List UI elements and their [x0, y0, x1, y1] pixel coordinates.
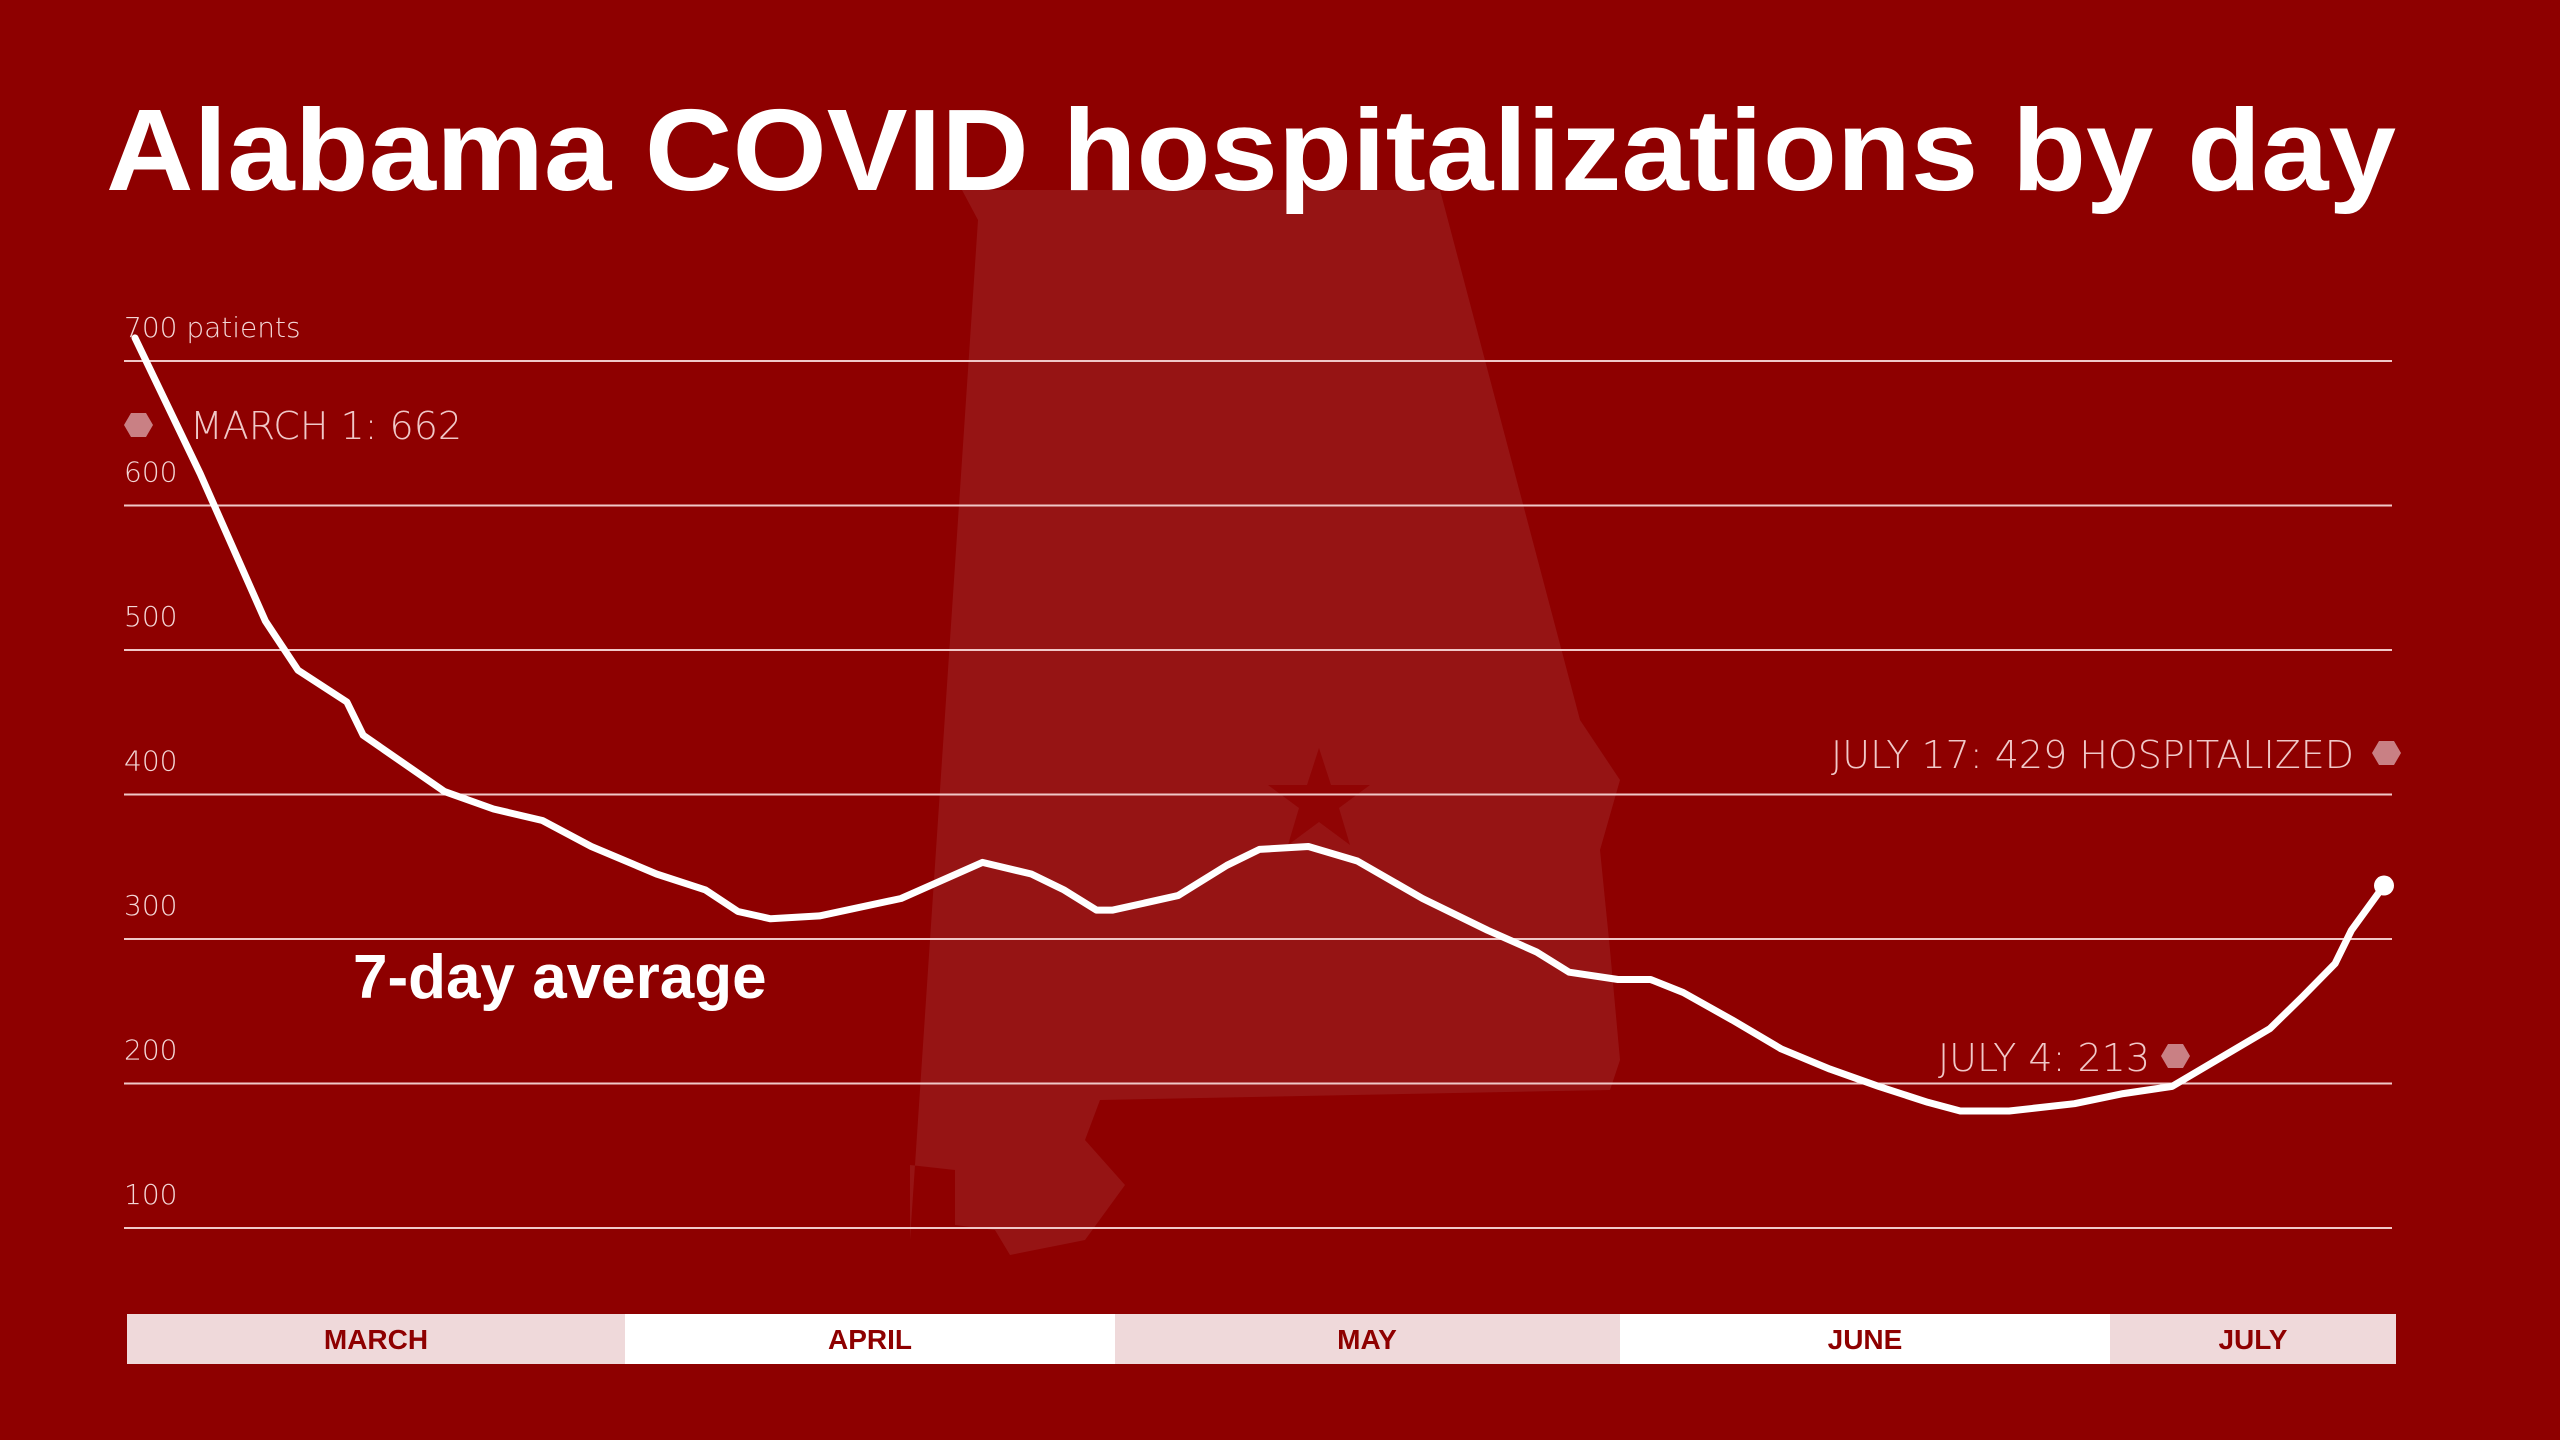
annotation-marker-hexagon-icon [2161, 1044, 2190, 1068]
annotation-marker-hexagon-icon [124, 413, 153, 437]
series-line-7-day-average [131, 334, 2388, 1115]
month-label-may: MAY [1337, 1324, 1397, 1355]
y-tick-label: 100 [124, 1178, 177, 1211]
series-label: 7-day average [353, 943, 767, 1012]
month-band-july [2110, 1314, 2396, 1364]
y-tick-label: 700 patients [124, 311, 301, 344]
y-tick-label: 300 [124, 889, 177, 922]
gridlines [124, 360, 2392, 1229]
annotation-july-17: JULY 17: 429 HOSPITALIZED [1831, 733, 2354, 777]
series-end-point [2374, 875, 2394, 896]
month-band-may [1115, 1314, 1620, 1364]
annotation-july-4: JULY 4: 213 [1938, 1036, 2150, 1080]
y-axis-ticks: 700 patients 600 500 400 300 200 100 [124, 311, 301, 1211]
alabama-map-silhouette [910, 190, 1620, 1255]
y-tick-label: 400 [124, 745, 177, 778]
month-label-april: APRIL [828, 1324, 912, 1355]
y-tick-label: 600 [124, 456, 177, 489]
month-band-march [127, 1314, 625, 1364]
annotation-march-1: MARCH 1: 662 [190, 404, 462, 448]
month-band-april [625, 1314, 1115, 1364]
month-band-june [1620, 1314, 2110, 1364]
month-label-march: MARCH [324, 1324, 428, 1355]
month-label-july: JULY [2218, 1324, 2287, 1355]
capital-star-icon [1268, 748, 1370, 845]
month-band: MARCH APRIL MAY JUNE JULY [127, 1314, 2396, 1364]
annotation-marker-hexagon-icon [2372, 741, 2401, 765]
y-tick-label: 200 [124, 1034, 177, 1067]
chart-title: Alabama COVID hospitalizations by day [106, 85, 2396, 215]
y-tick-label: 500 [124, 600, 177, 633]
month-label-june: JUNE [1828, 1324, 1903, 1355]
